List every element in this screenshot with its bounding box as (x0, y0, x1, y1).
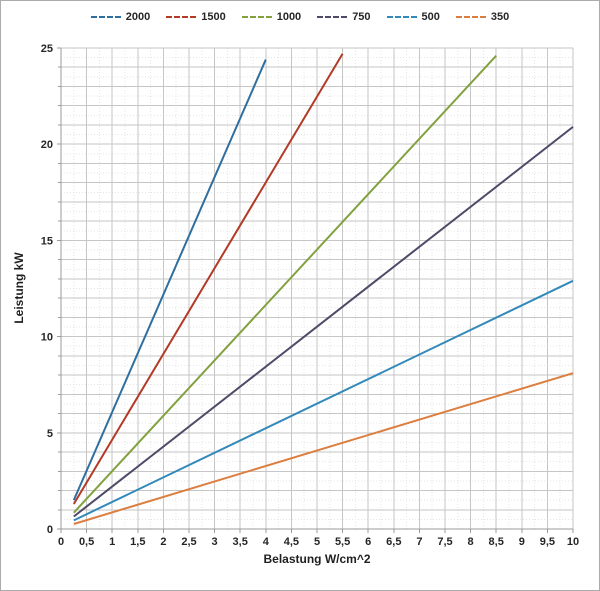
y-tick-label: 15 (41, 235, 53, 247)
legend-line-icon (90, 16, 121, 18)
series-line-2000 (72, 59, 267, 501)
x-tick-labels: 0 0,5 1 1,5 2 2,5 3 3,5 4 4,5 5 5,5 6 6,5 7 7,5 8 8,5 9 9,5… (58, 536, 579, 548)
legend-line-icon (386, 16, 417, 18)
series-line-1000 (73, 55, 497, 514)
x-axis-title: Belastung W/cm^2 (263, 552, 371, 566)
y-tick-labels: 0 5 10 15 20 25 (41, 43, 53, 536)
legend-label: 2000 (125, 11, 151, 23)
legend-line-icon (317, 16, 348, 18)
legend-item-1000: 1000 (241, 11, 302, 23)
x-tick-label: 4 (263, 536, 270, 548)
x-tick-label: 7 (416, 536, 422, 548)
x-tick-label: 7,5 (437, 536, 452, 548)
x-tick-label: 3 (212, 536, 218, 548)
legend-line-icon (455, 16, 486, 18)
y-tick-label: 20 (41, 139, 53, 151)
legend-label: 750 (352, 11, 371, 23)
legend-label: 350 (490, 11, 510, 23)
legend-item-350: 350 (455, 11, 510, 23)
legend-line-icon (166, 16, 197, 18)
legend-line-icon (241, 16, 272, 18)
x-tick-label: 9 (519, 536, 525, 548)
legend-item-500: 500 (386, 11, 440, 23)
legend: 2000 1500 1000 750 500 350 (1, 11, 599, 23)
major-gridlines (61, 47, 574, 529)
x-tick-label: 4,5 (284, 536, 299, 548)
series-line-500 (73, 279, 574, 522)
y-tick-label: 0 (47, 524, 53, 536)
x-tick-label: 5 (314, 536, 320, 548)
legend-item-2000: 2000 (90, 11, 151, 23)
y-tick-label: 10 (41, 332, 53, 344)
x-tick-label: 1,5 (130, 536, 145, 548)
legend-label: 1500 (201, 11, 226, 23)
y-tick-label: 5 (47, 428, 53, 440)
x-tick-label: 2,5 (181, 536, 196, 548)
y-tick-label: 25 (41, 43, 53, 55)
series-lines (72, 53, 574, 525)
y-axis-title: Leistung kW (12, 252, 26, 324)
x-tick-label: 2 (160, 536, 166, 548)
series-line-1500 (72, 53, 344, 505)
x-tick-label: 0,5 (79, 536, 94, 548)
legend-item-750: 750 (317, 11, 371, 23)
axis-ticks (57, 47, 574, 533)
x-tick-label: 6,5 (386, 536, 401, 548)
legend-label: 500 (421, 11, 440, 23)
x-tick-label: 1 (109, 536, 115, 548)
x-tick-label: 10 (567, 536, 579, 548)
x-tick-label: 3,5 (233, 536, 248, 548)
x-tick-label: 6 (365, 536, 371, 548)
series-line-350 (73, 372, 574, 525)
x-tick-label: 8,5 (489, 536, 504, 548)
x-tick-label: 8 (468, 536, 474, 548)
x-tick-label: 9,5 (540, 536, 555, 548)
legend-item-1500: 1500 (166, 11, 226, 23)
series-line-750 (73, 126, 574, 518)
legend-label: 1000 (276, 11, 302, 23)
x-tick-label: 5,5 (335, 536, 350, 548)
x-tick-label: 0 (58, 536, 64, 548)
